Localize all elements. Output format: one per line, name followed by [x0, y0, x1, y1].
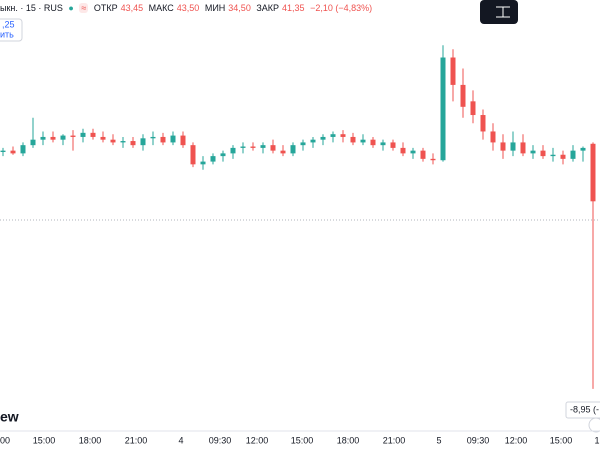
status-dot: ●	[68, 3, 74, 13]
x-tick-label: 15:00	[550, 435, 573, 445]
candle-body	[220, 153, 226, 157]
candle-body	[400, 147, 406, 154]
candle-body	[260, 145, 266, 148]
candle-body	[70, 135, 76, 137]
candle-body	[130, 141, 136, 146]
candle-body	[350, 136, 356, 143]
candle-body	[420, 150, 426, 159]
candle-body	[0, 150, 6, 153]
candle-body	[510, 142, 516, 151]
candle-body	[30, 139, 36, 146]
x-tick-label: 18:00	[337, 435, 360, 445]
x-tick-label: 12:00	[246, 435, 269, 445]
candle-body	[310, 139, 316, 143]
candle-body	[450, 57, 456, 85]
logo: ew	[0, 409, 19, 425]
candle-body	[10, 150, 16, 154]
x-tick-label: 15:00	[33, 435, 56, 445]
x-tick-label: 09:30	[209, 435, 232, 445]
price-tag-box	[565, 401, 600, 419]
candle-body	[200, 161, 206, 165]
label: МИН	[204, 3, 226, 13]
label: ЗАКР	[256, 3, 280, 13]
change: −2,10 (−4,83%)	[310, 3, 373, 13]
side-value: ,25	[2, 19, 15, 29]
toolbar-button[interactable]	[480, 0, 518, 24]
candle-body	[120, 141, 126, 143]
candle-body	[500, 142, 506, 151]
value: 43,50	[176, 3, 200, 13]
candle-body	[430, 158, 436, 161]
candle-body	[50, 136, 56, 140]
candle-body	[270, 145, 276, 151]
price-tag: -8,95 (-	[570, 404, 599, 414]
candle-body	[440, 57, 446, 161]
candle-body	[80, 132, 86, 137]
candle-body	[560, 154, 566, 159]
candle-body	[90, 132, 96, 137]
candle-body	[100, 136, 106, 140]
candle-body	[280, 150, 286, 154]
candle-body	[240, 146, 246, 148]
candle-body	[550, 154, 556, 157]
candle-body	[180, 135, 186, 146]
x-tick-label: 1	[594, 435, 599, 445]
x-tick-label: 18:00	[79, 435, 102, 445]
candle-body	[460, 84, 466, 107]
candle-body	[60, 135, 66, 140]
status-icon: ≈	[79, 3, 89, 13]
candle-body	[340, 134, 346, 137]
candle-body	[530, 150, 536, 154]
candle-body	[370, 139, 376, 146]
value: 34,50	[228, 3, 251, 13]
x-tick-label: 12:00	[505, 435, 528, 445]
alert-icon[interactable]	[588, 417, 600, 433]
candle-body	[410, 150, 416, 154]
candle-body	[380, 142, 386, 146]
x-tick-label: 5	[436, 435, 441, 445]
header: ыкн. · 15 · RUS ● ≈ ОТКР 43,45 МАКС 43,50 …	[0, 3, 375, 13]
candle-body	[520, 142, 526, 154]
x-tick-label: 00	[0, 435, 10, 445]
candle-body	[110, 139, 116, 143]
x-tick-label: 21:00	[125, 435, 148, 445]
candle-body	[580, 147, 586, 151]
label: ОТКР	[93, 3, 118, 13]
candle-body	[590, 143, 596, 202]
x-tick-label: 09:30	[467, 435, 490, 445]
x-tick-label: 21:00	[383, 435, 406, 445]
candle-body	[230, 147, 236, 154]
candle-body	[140, 138, 146, 146]
candle-body	[190, 145, 196, 165]
candle-body	[480, 115, 486, 132]
candle-body	[160, 136, 166, 143]
candle-body	[40, 136, 46, 140]
candle-body	[360, 139, 366, 143]
value: 41,35	[282, 3, 305, 13]
candle-body	[20, 145, 26, 154]
candle-body	[290, 145, 296, 154]
x-tick-label: 4	[178, 435, 183, 445]
candle-body	[570, 150, 576, 159]
candle-body	[210, 156, 216, 162]
side-panel[interactable]	[0, 18, 23, 42]
candle-body	[390, 142, 396, 148]
side-button[interactable]: ить	[0, 29, 14, 39]
x-tick-label: 15:00	[291, 435, 314, 445]
value: 43,45	[120, 3, 144, 13]
candle-body	[300, 142, 306, 146]
candle-body	[250, 146, 256, 148]
symbol: ыкн. · 15 · RUS	[0, 3, 63, 13]
candle-body	[330, 134, 336, 137]
candle-body	[540, 150, 546, 157]
candle-body	[170, 135, 176, 143]
candle-body	[320, 136, 326, 140]
candle-body	[150, 136, 156, 139]
candle-body	[490, 131, 496, 143]
candle-body	[470, 101, 476, 116]
label: МАКС	[148, 3, 174, 13]
